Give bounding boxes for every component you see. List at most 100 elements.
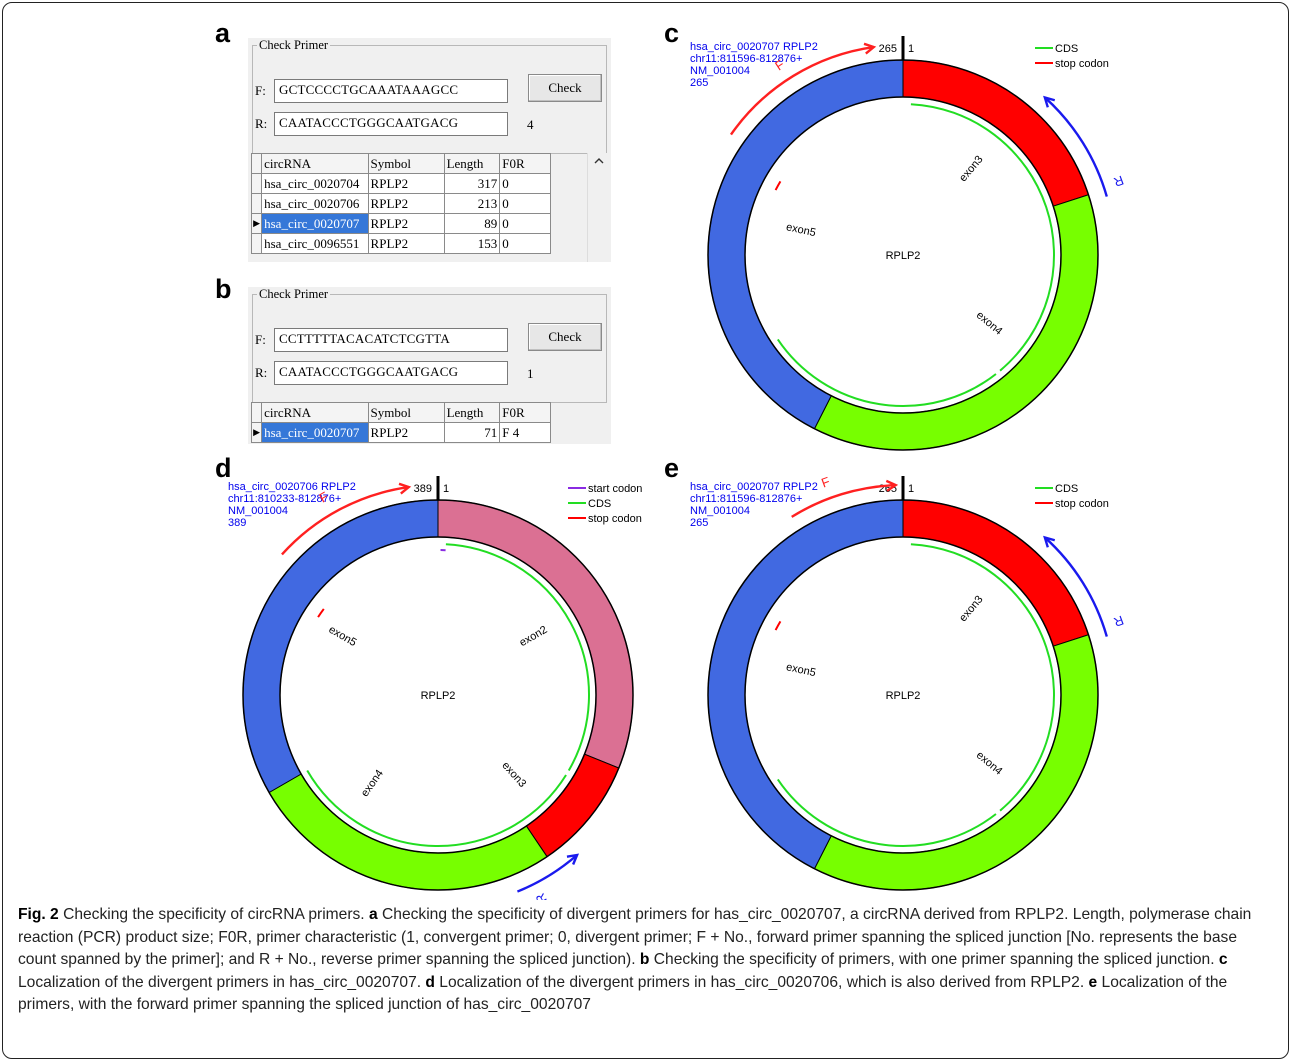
row-indicator: ▶ xyxy=(250,422,263,443)
legend-label: stop codon xyxy=(1055,58,1109,70)
reverse-primer-label: R xyxy=(1112,173,1126,190)
cell-f0r[interactable]: 0 xyxy=(499,193,551,214)
cell-f0r[interactable]: 0 xyxy=(499,173,551,194)
cell-length[interactable]: 89 xyxy=(443,213,501,234)
exon-segment xyxy=(707,59,904,430)
exon-segment xyxy=(242,499,439,794)
caption-text-b: Checking the specificity of primers, wit… xyxy=(649,951,1219,968)
exon-label: exon3 xyxy=(957,593,985,624)
column-header[interactable]: F0R xyxy=(499,153,551,174)
reverse-primer-label: R xyxy=(1112,613,1126,630)
center-gene-label: RPLP2 xyxy=(421,690,456,702)
primer-arrowhead xyxy=(398,482,412,495)
check-button[interactable]: Check xyxy=(528,323,602,351)
caption-label-b: b xyxy=(639,951,650,968)
info-line: hsa_circ_0020707 RPLP2 xyxy=(690,481,818,493)
panel-label-d: d xyxy=(215,453,232,483)
reverse-label: R: xyxy=(255,116,268,131)
cds-arc xyxy=(306,769,567,847)
table-row[interactable]: ▶ hsa_circ_0020707 RPLP2 71 F 4 xyxy=(250,422,551,443)
stop-codon-mark xyxy=(774,620,782,631)
primer-arrowhead xyxy=(566,853,580,865)
cell-length[interactable]: 153 xyxy=(443,233,501,254)
forward-primer-input[interactable]: GCTCCCCTGCAAATAAAGCC xyxy=(274,79,508,103)
row-indicator: ▶ xyxy=(250,213,263,234)
table-row[interactable]: hsa_circ_0020704 RPLP2 317 0 xyxy=(250,173,551,194)
table-row[interactable]: hsa_circ_0096551 RPLP2 153 0 xyxy=(250,233,551,254)
cell-symbol[interactable]: RPLP2 xyxy=(367,193,445,214)
cell-symbol[interactable]: RPLP2 xyxy=(367,233,445,254)
end-position-label: 1 xyxy=(908,483,914,495)
primer-arrowhead xyxy=(863,42,877,55)
check-button[interactable]: Check xyxy=(528,74,602,102)
center-gene-label: RPLP2 xyxy=(886,250,921,262)
column-header[interactable]: Length xyxy=(443,153,501,174)
stop-codon-mark xyxy=(317,608,325,618)
cell-symbol[interactable]: RPLP2 xyxy=(367,422,445,443)
column-header[interactable]: Symbol xyxy=(367,402,445,423)
info-line: 389 xyxy=(228,517,246,529)
group-title: Check Primer xyxy=(257,38,331,53)
check-primer-window-b: Check Primer F: CCTTTTTACACATCTCGTTA Che… xyxy=(248,287,611,444)
cell-f0r[interactable]: F 4 xyxy=(499,422,551,443)
exon-label: exon2 xyxy=(518,624,550,649)
forward-primer-label: F xyxy=(819,474,832,491)
inner-border xyxy=(279,536,597,854)
cell-circrna[interactable]: hsa_circ_0020707 xyxy=(261,213,369,234)
panel-label-c: c xyxy=(664,18,680,48)
reverse-primer-arrow xyxy=(1044,536,1108,637)
reverse-primer-label: R xyxy=(532,891,550,900)
cell-symbol[interactable]: RPLP2 xyxy=(367,173,445,194)
cell-length[interactable]: 317 xyxy=(443,173,501,194)
caption-label-a: a xyxy=(368,906,378,923)
cell-circrna[interactable]: hsa_circ_0020706 xyxy=(261,193,369,214)
panel-label-b: b xyxy=(215,274,232,304)
cell-circrna[interactable]: hsa_circ_0020704 xyxy=(261,173,369,194)
forward-primer-arrow xyxy=(791,483,896,518)
cell-length[interactable]: 71 xyxy=(443,422,501,443)
cell-symbol[interactable]: RPLP2 xyxy=(367,213,445,234)
forward-primer-arrow xyxy=(729,45,874,136)
reverse-primer-arrow xyxy=(1044,96,1108,197)
hit-count: 4 xyxy=(527,117,534,132)
column-header[interactable]: Symbol xyxy=(367,153,445,174)
table-header-row: circRNA Symbol Length F0R xyxy=(250,402,551,423)
cell-circrna[interactable]: hsa_circ_0020707 xyxy=(261,422,369,443)
table-row[interactable]: hsa_circ_0020706 RPLP2 213 0 xyxy=(250,193,551,214)
primer-arrowhead xyxy=(885,479,899,492)
info-line: hsa_circ_0020706 RPLP2 xyxy=(228,481,356,493)
cell-f0r[interactable]: 0 xyxy=(499,213,551,234)
cds-arc xyxy=(910,103,1055,372)
start-position-label: 265 xyxy=(879,43,897,55)
exon-label: exon3 xyxy=(957,153,985,184)
column-header[interactable]: F0R xyxy=(499,402,551,423)
exon-segment xyxy=(707,499,904,870)
scroll-up-icon[interactable] xyxy=(588,153,610,169)
result-table-a: circRNA Symbol Length F0R hsa_circ_0020704 RP… xyxy=(250,153,551,254)
cds-arc xyxy=(776,338,997,407)
reverse-primer-input[interactable]: CAATACCCTGGGCAATGACG xyxy=(274,112,508,136)
cell-f0r[interactable]: 0 xyxy=(499,233,551,254)
inner-border xyxy=(744,536,1062,854)
table-row[interactable]: ▶ hsa_circ_0020707 RPLP2 89 0 xyxy=(250,213,551,234)
exon-label: exon5 xyxy=(327,624,359,649)
exon-label: exon4 xyxy=(359,768,386,799)
panel-label-e: e xyxy=(664,453,680,483)
reverse-primer-arrow xyxy=(516,854,578,893)
legend-label: CDS xyxy=(588,498,611,510)
exon-segment xyxy=(268,773,548,891)
scrollbar[interactable] xyxy=(587,153,610,262)
end-position-label: 1 xyxy=(908,43,914,55)
info-line: 265 xyxy=(690,77,708,89)
column-header[interactable]: circRNA xyxy=(261,153,369,174)
forward-primer-input[interactable]: CCTTTTTACACATCTCGTTA xyxy=(274,328,508,352)
exon-segment xyxy=(902,59,1090,207)
column-header[interactable]: circRNA xyxy=(261,402,369,423)
primer-arrowhead xyxy=(1043,95,1056,108)
exon-label: exon4 xyxy=(974,309,1005,337)
column-header[interactable]: Length xyxy=(443,402,501,423)
reverse-primer-input[interactable]: CAATACCCTGGGCAATGACG xyxy=(274,361,508,385)
caption-fig-number: Fig. 2 xyxy=(18,906,59,923)
cell-circrna[interactable]: hsa_circ_0096551 xyxy=(261,233,369,254)
cell-length[interactable]: 213 xyxy=(443,193,501,214)
